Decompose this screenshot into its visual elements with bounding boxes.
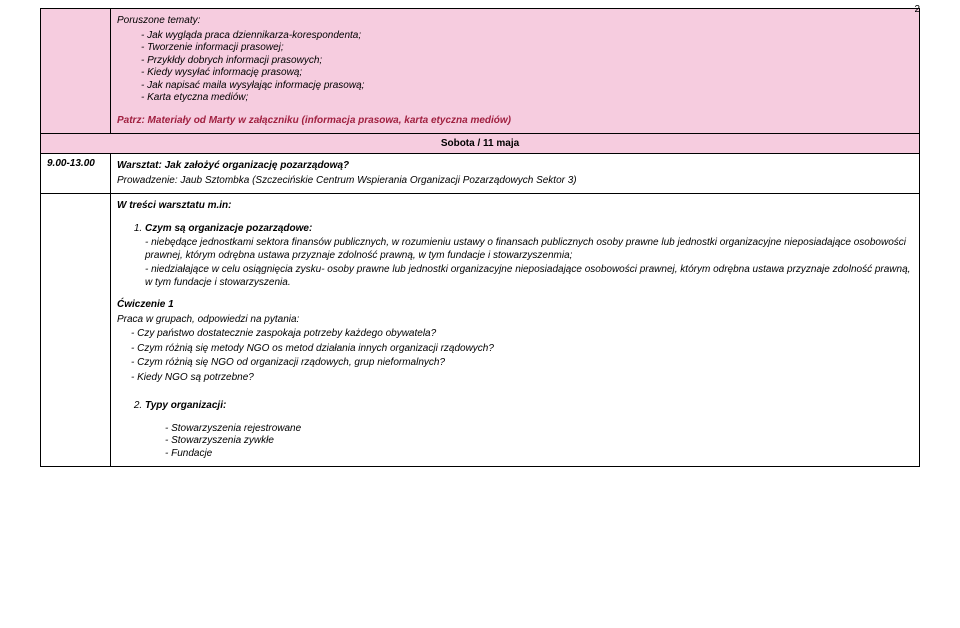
section1-title: Czym są organizacje pozarządowe: [145, 223, 312, 234]
day-header-cell: Sobota / 11 maja [41, 134, 920, 154]
topics-list: Jak wygląda praca dziennikarza-korespond… [117, 30, 913, 105]
exercise1-q: - Czym różnią się NGO od organizacji rzą… [131, 357, 913, 370]
materials-note: Patrz: Materiały od Marty w załączniku (… [117, 115, 913, 128]
topics-row: Poruszone tematy: Jak wygląda praca dzie… [41, 9, 920, 134]
section2: Typy organizacji: [145, 400, 913, 413]
topics-time-cell [41, 9, 111, 134]
section1: Czym są organizacje pozarządowe: - niebę… [145, 223, 913, 290]
workshop-title: Warsztat: Jak założyć organizację pozarz… [117, 160, 913, 173]
exercise1-title: Ćwiczenie 1 [117, 299, 913, 312]
topic-item: Jak wygląda praca dziennikarza-korespond… [141, 30, 913, 43]
day-header-row: Sobota / 11 maja [41, 134, 920, 154]
content-heading: W treści warsztatu m.in: [117, 200, 913, 213]
page-number: 2 [914, 4, 920, 15]
workshop-content-row: W treści warsztatu m.in: Czym są organiz… [41, 194, 920, 467]
org-type-item: Stowarzyszenia zywkłe [165, 435, 913, 448]
section2-title: Typy organizacji: [145, 400, 226, 411]
topic-item: Karta etyczna mediów; [141, 92, 913, 105]
topic-item: Jak napisać maila wysyłając informację p… [141, 80, 913, 93]
exercise1-q: - Czy państwo dostatecznie zaspokaja pot… [131, 328, 913, 341]
section2-list: Typy organizacji: [117, 400, 913, 413]
section2-items: Stowarzyszenia rejestrowane Stowarzyszen… [117, 423, 913, 461]
section1-line1: - niebędące jednostkami sektora finansów… [145, 237, 913, 262]
exercise1-q: - Czym różnią się metody NGO os metod dz… [131, 343, 913, 356]
topic-item: Przykłdy dobrych informacji prasowych; [141, 55, 913, 68]
topics-heading: Poruszone tematy: [117, 15, 913, 28]
workshop-title-row: 9.00-13.00 Warsztat: Jak założyć organiz… [41, 154, 920, 194]
document-table: Poruszone tematy: Jak wygląda praca dzie… [40, 8, 920, 467]
section1-list: Czym są organizacje pozarządowe: - niebę… [117, 223, 913, 290]
exercise1-intro: Praca w grupach, odpowiedzi na pytania: [117, 314, 913, 327]
section1-line2: - niedziałające w celu osiągnięcia zysku… [145, 264, 913, 289]
workshop-content-cell: W treści warsztatu m.in: Czym są organiz… [111, 194, 920, 467]
topic-item: Tworzenie informacji prasowej; [141, 42, 913, 55]
topics-cell: Poruszone tematy: Jak wygląda praca dzie… [111, 9, 920, 134]
workshop-lead: Prowadzenie: Jaub Sztombka (Szczecińskie… [117, 175, 913, 188]
exercise1-questions: - Czy państwo dostatecznie zaspokaja pot… [117, 328, 913, 384]
exercise1-q: - Kiedy NGO są potrzebne? [131, 372, 913, 385]
workshop-title-cell: Warsztat: Jak założyć organizację pozarz… [111, 154, 920, 194]
workshop-content-time-cell [41, 194, 111, 467]
workshop-time: 9.00-13.00 [41, 154, 111, 194]
org-type-item: Stowarzyszenia rejestrowane [165, 423, 913, 436]
page: 2 Poruszone tematy: Jak wygląda praca dz… [0, 0, 960, 628]
topic-item: Kiedy wysyłać informację prasową; [141, 67, 913, 80]
org-type-item: Fundacje [165, 448, 913, 461]
